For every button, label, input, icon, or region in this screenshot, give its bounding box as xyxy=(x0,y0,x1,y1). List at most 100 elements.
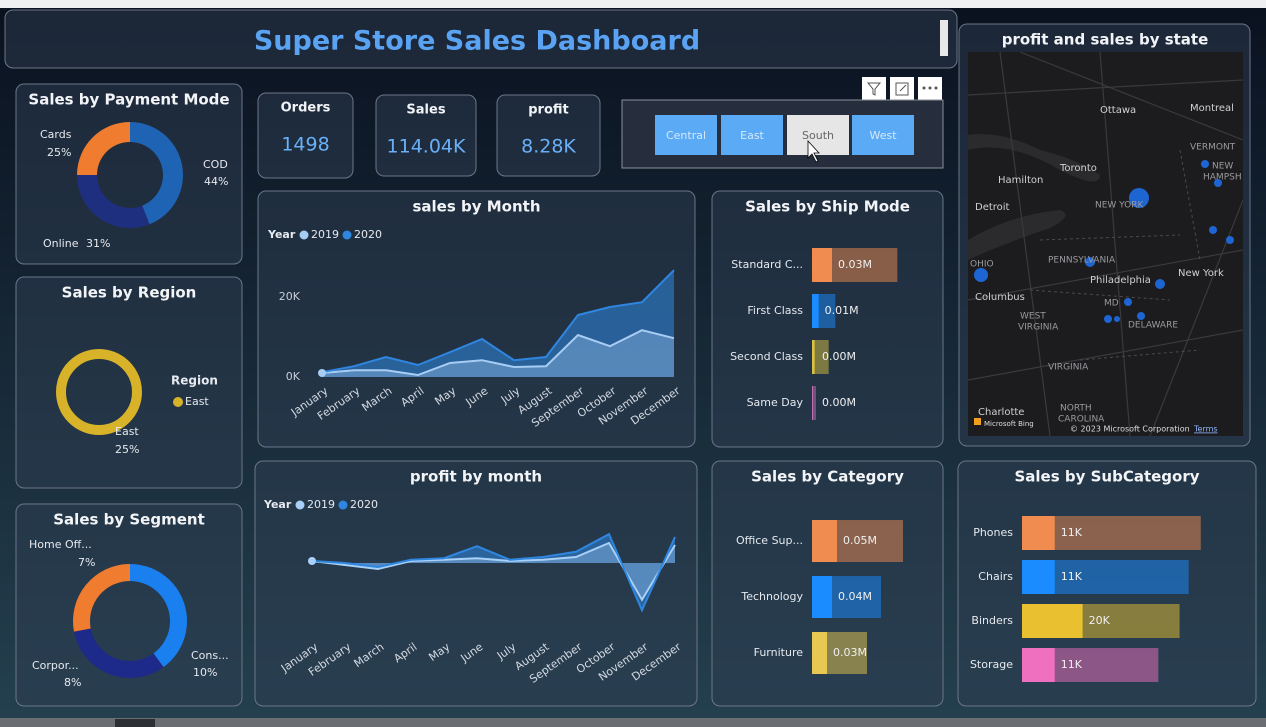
map-brand: Microsoft Bing xyxy=(984,420,1034,428)
map-bubble[interactable] xyxy=(1129,188,1149,208)
bar xyxy=(812,294,819,328)
bar xyxy=(812,386,813,420)
map-place-label: WEST xyxy=(1020,312,1046,322)
y-tick-label: 0K xyxy=(286,370,301,383)
slice-value-label: 7% xyxy=(78,556,95,569)
bing-logo xyxy=(974,418,981,425)
bar xyxy=(812,520,837,562)
map-bubble[interactable] xyxy=(1214,179,1222,187)
map-bubble[interactable] xyxy=(1085,257,1095,267)
legend-swatch xyxy=(338,500,348,510)
map-bubble[interactable] xyxy=(1124,298,1132,306)
roads xyxy=(968,52,1243,436)
slicer-option[interactable]: South xyxy=(802,129,834,142)
chart-title: Sales by Category xyxy=(751,468,904,486)
slicer-option[interactable]: West xyxy=(869,129,897,142)
map-place-label: Philadelphia xyxy=(1090,275,1151,286)
area-fill xyxy=(322,270,674,377)
category-label: Storage xyxy=(970,658,1013,671)
map-terms[interactable]: Terms xyxy=(1193,425,1218,434)
value-label: 11K xyxy=(1061,658,1083,671)
kpi-value: 114.04K xyxy=(387,136,466,158)
value-label: 0.00M xyxy=(822,396,856,409)
total-bar xyxy=(812,386,816,420)
map-place-label: Toronto xyxy=(1059,163,1097,174)
kpi-value: 1498 xyxy=(281,134,329,156)
slicer-button[interactable] xyxy=(721,115,783,155)
slice-value-label: 31% xyxy=(86,237,110,250)
slice-category: Home Off... xyxy=(29,538,92,551)
map-bubble[interactable] xyxy=(1209,226,1217,234)
legend-swatch xyxy=(173,397,183,407)
map-place-label: Columbus xyxy=(975,292,1025,303)
map-bubble[interactable] xyxy=(1201,160,1209,168)
panel xyxy=(375,94,477,177)
filter-glyph xyxy=(866,82,882,96)
bar xyxy=(812,632,827,674)
legend-label: 2019 xyxy=(311,228,339,241)
map-bubble[interactable] xyxy=(1155,279,1165,289)
panel xyxy=(496,94,601,177)
value-label: 11K xyxy=(1061,570,1083,583)
map-place-label: CAROLINA xyxy=(1058,415,1105,425)
panel xyxy=(257,190,696,448)
donut-slice xyxy=(130,564,187,668)
legend-swatch xyxy=(299,230,309,240)
slice-category: Online xyxy=(43,237,79,250)
map-place-label: MD xyxy=(1104,299,1119,309)
map-place-label: NEW YORK xyxy=(1095,201,1145,211)
slice-value-label: 10% xyxy=(193,666,217,679)
legend-label: 2020 xyxy=(350,498,378,511)
bar xyxy=(1022,516,1055,550)
map-bubble[interactable] xyxy=(1226,236,1234,244)
donut-slice xyxy=(56,349,142,435)
slice-value-label: 8% xyxy=(64,676,81,689)
slicer-option[interactable]: East xyxy=(740,129,764,142)
slice-value-label: 25% xyxy=(115,443,139,456)
category-label: Phones xyxy=(973,526,1013,539)
map-bubbles xyxy=(974,160,1234,323)
lake xyxy=(968,134,1100,182)
legend-swatch xyxy=(342,230,352,240)
start-marker xyxy=(318,369,326,377)
value-label: 0.03M xyxy=(833,646,867,659)
category-label: Standard C... xyxy=(731,258,803,271)
category-label: Office Sup... xyxy=(736,534,803,547)
chart-title: Sales by Ship Mode xyxy=(745,198,910,216)
window-bottom-strip xyxy=(0,718,1266,727)
map-bubble[interactable] xyxy=(1137,312,1145,320)
slice-value-label: 25% xyxy=(47,146,71,159)
map-place-label: NORTH xyxy=(1060,404,1092,414)
title-bar xyxy=(4,9,958,69)
donut-slice xyxy=(77,175,150,228)
map-bubble[interactable] xyxy=(1114,316,1120,322)
legend-title: Region xyxy=(171,374,218,388)
slicer-button[interactable] xyxy=(655,115,717,155)
map-place-label: VIRGINIA xyxy=(1018,323,1059,333)
value-label: 0.00M xyxy=(822,350,856,363)
map-place-label: DELAWARE xyxy=(1128,321,1178,331)
panel xyxy=(254,460,698,707)
filter-icon[interactable] xyxy=(862,77,886,100)
scroll-handle[interactable] xyxy=(940,20,948,56)
category-label: Chairs xyxy=(978,570,1013,583)
map-bubble[interactable] xyxy=(1104,315,1112,323)
slice-category: East xyxy=(115,425,139,438)
chart-title: Sales by Payment Mode xyxy=(28,91,229,109)
window-top-strip xyxy=(0,0,1266,8)
focus-glyph xyxy=(895,82,909,96)
donut-slice xyxy=(74,628,164,678)
legend-title: Year xyxy=(267,228,296,241)
map-bubble[interactable] xyxy=(974,268,988,282)
legend-title: Year xyxy=(263,498,292,511)
kpi-label: Sales xyxy=(406,103,445,118)
donut-slice xyxy=(77,122,130,175)
legend-label: East xyxy=(185,395,209,408)
map: Ottawa Montreal Toronto Hamilton VERMONT NEWH… xyxy=(968,52,1243,436)
series-line xyxy=(321,269,675,374)
slicer-option[interactable]: Central xyxy=(666,129,706,142)
panel xyxy=(15,503,243,707)
slicer-button[interactable] xyxy=(852,115,914,155)
donut-slice xyxy=(73,564,130,632)
slicer-button[interactable] xyxy=(787,115,849,155)
